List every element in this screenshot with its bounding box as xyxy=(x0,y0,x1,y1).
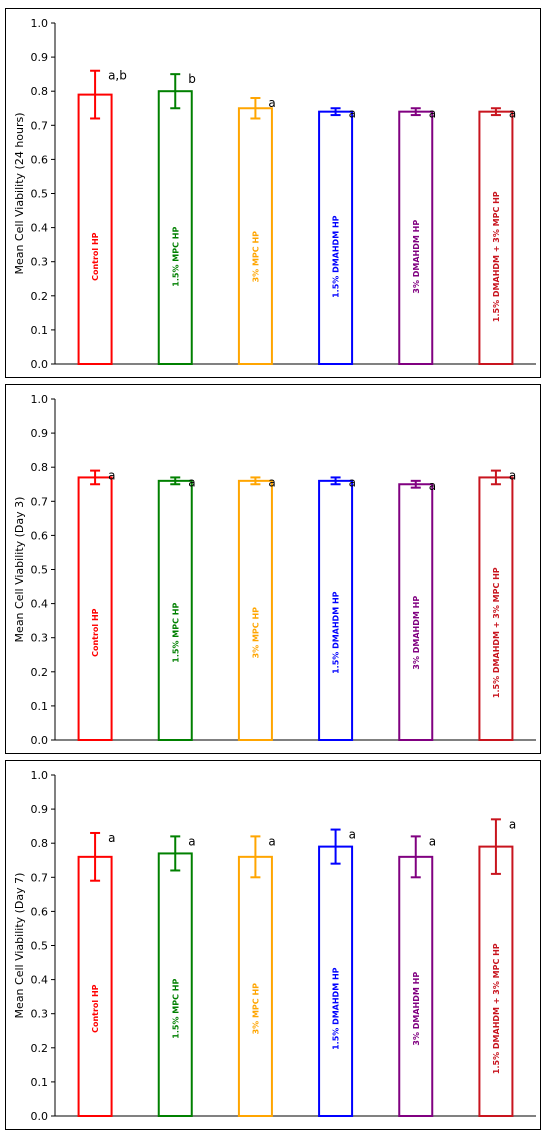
y-tick-label: 0.1 xyxy=(31,700,49,713)
category-label: 1.5% DMAHDM + 3% MPC HP xyxy=(492,567,501,698)
significance-label: a xyxy=(188,475,195,489)
y-tick-label: 0.7 xyxy=(31,495,49,508)
significance-label: a,b xyxy=(108,69,127,83)
y-tick-label: 0.3 xyxy=(31,256,49,269)
significance-label: a xyxy=(349,475,356,489)
y-tick-label: 0.0 xyxy=(31,734,49,747)
y-tick-label: 0.9 xyxy=(31,803,49,816)
category-label: Control HP xyxy=(91,608,100,657)
significance-label: a xyxy=(429,479,436,493)
significance-label: a xyxy=(268,475,275,489)
category-label: 3% DMAHDM HP xyxy=(412,972,421,1046)
y-tick-label: 1.0 xyxy=(31,17,49,30)
y-tick-label: 0.4 xyxy=(31,222,49,235)
category-label: 1.5% MPC HP xyxy=(171,979,180,1039)
y-tick-label: 0.2 xyxy=(31,290,49,303)
significance-label: a xyxy=(509,106,516,120)
category-label: 1.5% MPC HP xyxy=(171,227,180,287)
y-axis-title: Mean Cell Viability (Day 3) xyxy=(13,497,26,643)
significance-label: a xyxy=(108,831,115,845)
y-tick-label: 0.3 xyxy=(31,1008,49,1021)
y-axis-title: Mean Cell Viability (24 hours) xyxy=(13,112,26,274)
category-label: 3% DMAHDM HP xyxy=(412,220,421,294)
category-label: 3% MPC HP xyxy=(251,607,260,659)
category-label: 1.5% DMAHDM + 3% MPC HP xyxy=(492,943,501,1074)
y-tick-label: 0.8 xyxy=(31,837,49,850)
significance-label: a xyxy=(268,96,275,110)
category-label: 1.5% DMAHDM HP xyxy=(332,591,341,674)
bar xyxy=(77,93,113,366)
significance-label: a xyxy=(429,106,436,120)
category-label: 1.5% DMAHDM + 3% MPC HP xyxy=(492,191,501,322)
chart-panel-24-hours: 0.0 0.1 0.2 0.3 0.4 0.5 0.6 0.7 0.8 0.9 1.0 Mean Ce… xyxy=(5,8,541,378)
significance-label: a xyxy=(509,817,516,831)
y-tick-label: 0.6 xyxy=(31,529,49,542)
category-label: 3% MPC HP xyxy=(251,983,260,1035)
category-label: 1.5% DMAHDM HP xyxy=(332,967,341,1050)
category-label: 3% MPC HP xyxy=(251,231,260,283)
y-axis-title: Mean Cell Viability (Day 7) xyxy=(13,873,26,1019)
y-tick-label: 0.9 xyxy=(31,427,49,440)
y-tick-label: 0.1 xyxy=(31,324,49,337)
y-tick-label: 0.3 xyxy=(31,632,49,645)
y-tick-label: 0.0 xyxy=(31,358,49,371)
y-tick-label: 0.5 xyxy=(31,940,49,953)
y-tick-label: 0.6 xyxy=(31,905,49,918)
y-tick-label: 0.4 xyxy=(31,598,49,611)
category-label: 1.5% MPC HP xyxy=(171,603,180,663)
chart-24-hours: 0.0 0.1 0.2 0.3 0.4 0.5 0.6 0.7 0.8 0.9 1.0 Mean Ce… xyxy=(13,17,536,371)
y-tick-label: 0.2 xyxy=(31,666,49,679)
chart-panel-day-7: 0.0 0.1 0.2 0.3 0.4 0.5 0.6 0.7 0.8 0.9 1.0 Mean Ce… xyxy=(5,760,541,1130)
significance-label: a xyxy=(268,834,275,848)
category-label: 1.5% DMAHDM HP xyxy=(332,215,341,298)
category-label: Control HP xyxy=(91,232,100,281)
category-label: Control HP xyxy=(91,984,100,1033)
significance-label: a xyxy=(108,469,115,483)
significance-label: a xyxy=(349,828,356,842)
y-tick-label: 0.0 xyxy=(31,1110,49,1123)
y-tick-label: 0.8 xyxy=(31,461,49,474)
y-tick-label: 0.6 xyxy=(31,153,49,166)
y-tick-label: 0.4 xyxy=(31,974,49,987)
significance-label: a xyxy=(188,834,195,848)
significance-label: a xyxy=(429,834,436,848)
significance-label: a xyxy=(349,106,356,120)
y-tick-label: 0.5 xyxy=(31,188,49,201)
y-tick-label: 1.0 xyxy=(31,769,49,782)
y-tick-label: 0.1 xyxy=(31,1076,49,1089)
significance-label: a xyxy=(509,469,516,483)
significance-label: b xyxy=(188,72,196,86)
y-tick-label: 0.7 xyxy=(31,871,49,884)
y-tick-label: 0.5 xyxy=(31,564,49,577)
chart-day-3: 0.0 0.1 0.2 0.3 0.4 0.5 0.6 0.7 0.8 0.9 1.0 Mean Ce… xyxy=(13,393,536,747)
chart-panel-day-3: 0.0 0.1 0.2 0.3 0.4 0.5 0.6 0.7 0.8 0.9 1.0 Mean Ce… xyxy=(5,384,541,754)
y-tick-label: 0.7 xyxy=(31,119,49,132)
chart-day-7: 0.0 0.1 0.2 0.3 0.4 0.5 0.6 0.7 0.8 0.9 1.0 Mean Ce… xyxy=(13,769,536,1123)
category-label: 3% DMAHDM HP xyxy=(412,596,421,670)
y-tick-label: 0.9 xyxy=(31,51,49,64)
y-tick-label: 0.2 xyxy=(31,1042,49,1055)
y-tick-label: 1.0 xyxy=(31,393,49,406)
y-tick-label: 0.8 xyxy=(31,85,49,98)
